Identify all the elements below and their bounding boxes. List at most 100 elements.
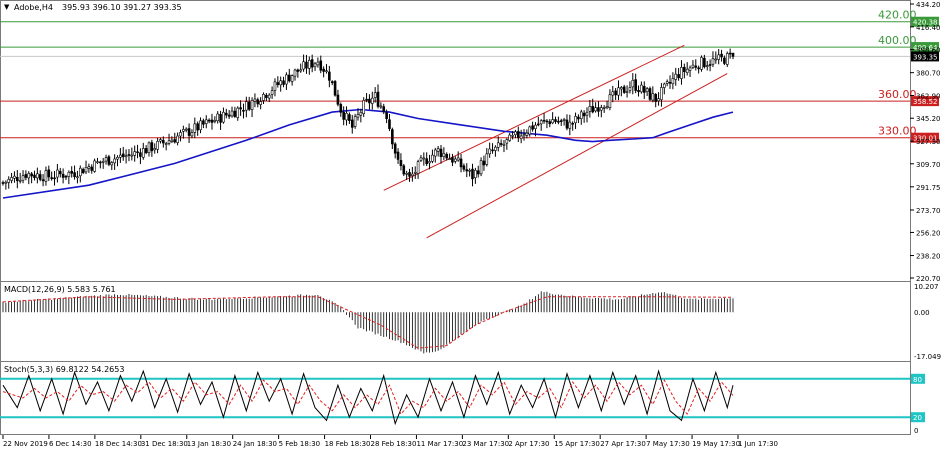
- candle-body: [634, 79, 637, 91]
- candle-body: [554, 119, 557, 122]
- candle-body: [431, 154, 434, 162]
- candle-body: [694, 65, 698, 68]
- candle-body: [153, 148, 157, 151]
- candle-body: [53, 177, 56, 180]
- candle-body: [362, 100, 366, 114]
- candle-body: [562, 119, 566, 121]
- price-channel: [383, 44, 728, 239]
- candle-body: [516, 131, 520, 138]
- candle-body: [99, 161, 102, 164]
- level-price-tag-text: 358.52: [913, 98, 938, 106]
- candle-body: [411, 173, 414, 176]
- time-tick-label: 27 Apr 17:30: [600, 440, 646, 448]
- candle-body: [47, 169, 51, 178]
- time-tick-label: 7 May 17:30: [646, 440, 690, 448]
- candle-body: [385, 112, 388, 119]
- candle-body: [285, 74, 288, 85]
- candle-body: [302, 61, 305, 70]
- candle-body: [705, 65, 709, 67]
- candle-body: [508, 134, 512, 141]
- price-tick-label: 220.70: [916, 275, 941, 283]
- candle-body: [293, 69, 297, 77]
- candle-body: [582, 112, 586, 117]
- time-tick-label: 6 Dec 14:30: [49, 440, 92, 448]
- candle-body: [219, 114, 222, 123]
- stoch-level-tag: [911, 412, 925, 423]
- candle-body: [139, 152, 142, 157]
- candle-body: [605, 106, 609, 109]
- candle-body: [247, 101, 251, 110]
- candle-body: [539, 120, 543, 125]
- candle-body: [179, 132, 182, 137]
- candle-body: [571, 122, 574, 125]
- macd-indicator: [2, 291, 734, 354]
- candle-body: [144, 148, 148, 154]
- candle-body: [725, 53, 729, 65]
- macd-tick-label: 0.00: [914, 309, 930, 317]
- candle-body: [90, 166, 94, 171]
- candle-body: [585, 112, 589, 116]
- candle-body: [502, 143, 506, 146]
- candle-body: [113, 158, 116, 164]
- candle-body: [631, 79, 635, 88]
- candle-body: [485, 153, 489, 165]
- candle-body: [688, 67, 692, 71]
- candle-body: [537, 123, 540, 126]
- candle-body: [319, 60, 323, 71]
- price-tick-label: 238.20: [916, 253, 941, 261]
- candle-body: [602, 107, 606, 109]
- candle-body: [433, 149, 437, 157]
- candle-body: [213, 120, 217, 122]
- candle-body: [574, 116, 577, 124]
- candle-body: [671, 78, 675, 85]
- candle-body: [422, 157, 426, 160]
- candle-body: [625, 91, 629, 93]
- candle-body: [711, 58, 715, 65]
- candle-body: [611, 91, 615, 96]
- candle-body: [290, 75, 294, 82]
- candle-body: [296, 69, 300, 72]
- candle-body: [402, 165, 406, 175]
- candle-body: [305, 61, 308, 69]
- candle-body: [448, 158, 451, 160]
- level-price-tag: [911, 16, 939, 27]
- stochastic-indicator: [0, 369, 910, 426]
- candle-body: [36, 173, 39, 179]
- candle-body: [708, 64, 712, 66]
- level-price-tag: [911, 42, 939, 53]
- candle-body: [133, 151, 136, 156]
- candle-body: [164, 143, 168, 145]
- candle-body: [451, 157, 454, 163]
- candle-body: [620, 87, 623, 90]
- candle-body: [345, 112, 348, 121]
- candle-body: [651, 93, 655, 101]
- candle-body: [184, 128, 188, 131]
- candle-body: [637, 89, 640, 93]
- candle-body: [399, 160, 403, 167]
- candle-body: [199, 120, 202, 131]
- candle-body: [162, 139, 165, 144]
- candle-body: [325, 70, 328, 73]
- time-tick-label: 23 Mar 17:30: [462, 440, 509, 448]
- candle-body: [256, 99, 260, 105]
- candle-body: [660, 87, 663, 100]
- candle-body: [468, 169, 471, 172]
- stoch-level-tag: [911, 373, 925, 384]
- candle-body: [614, 90, 617, 96]
- chart-menu-triangle[interactable]: ▼: [4, 3, 10, 11]
- candle-body: [439, 148, 443, 157]
- level-price-tag: [911, 96, 939, 107]
- candle-body: [456, 157, 460, 161]
- current-price-tag: [911, 51, 939, 62]
- candle-body: [236, 107, 240, 118]
- channel-upper-line: [383, 44, 685, 191]
- candle-body: [127, 154, 131, 156]
- candle-body: [170, 139, 174, 142]
- candle-body: [462, 165, 466, 170]
- candle-body: [388, 119, 391, 129]
- candle-body: [356, 114, 360, 118]
